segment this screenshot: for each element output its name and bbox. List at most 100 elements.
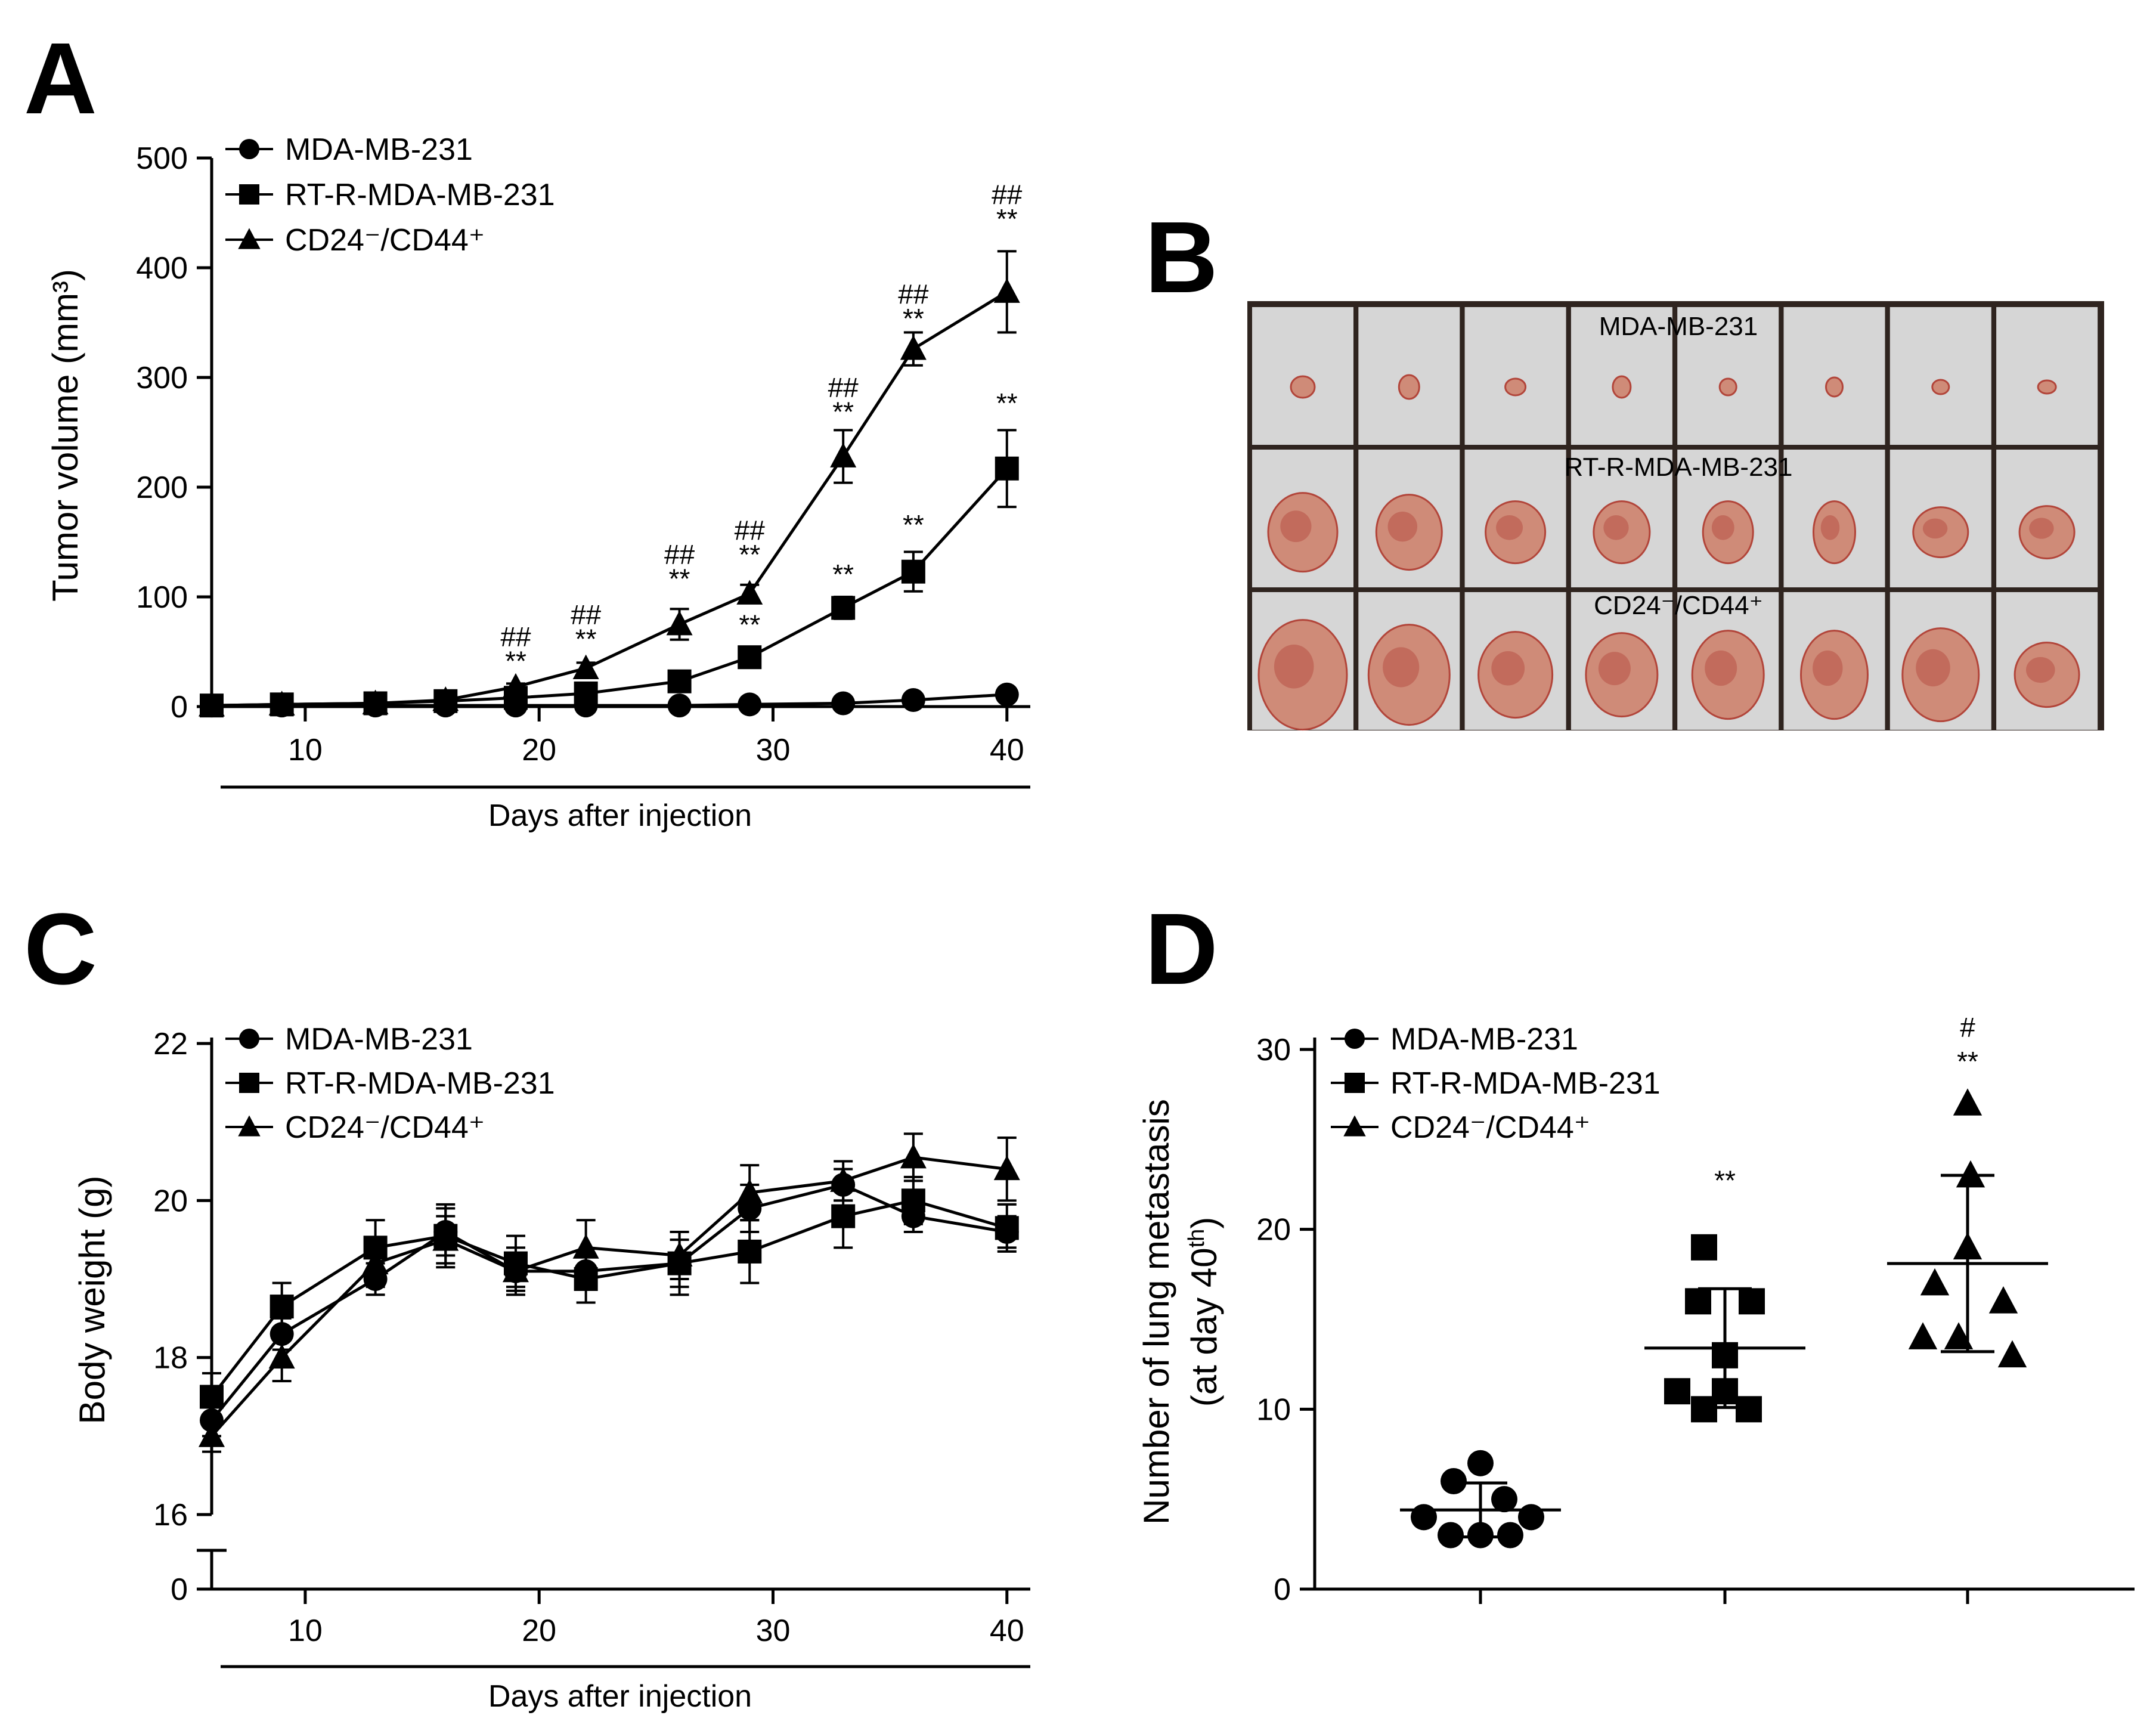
panel-d-y-ticks: 0 10 20 30 (1256, 1033, 1315, 1607)
panel-letter-a: A (24, 22, 97, 135)
panel-c-point-1-8 (831, 1204, 856, 1228)
panel-a-point-0-8 (831, 691, 856, 716)
panel-a-annotation-13: ** (996, 203, 1018, 234)
panel-d-point-1-7 (1736, 1396, 1762, 1423)
panel-a-annotation-7: ** (739, 539, 760, 570)
panel-d-lung-metastasis-chart: 0 10 20 30 Number of lung metastasis (at da… (1136, 1012, 2135, 1607)
panel-d-ytick-label-3: 30 (1256, 1033, 1291, 1067)
panel-a-point-0-9 (901, 688, 925, 712)
tumor-1-0 (1267, 492, 1339, 573)
panel-c-x-axis-title: Days after injection (488, 1679, 752, 1714)
panel-a-significance: ##**##**##**##**##**##**##********** (500, 179, 1022, 676)
photo-cell-0-2 (1464, 307, 1566, 445)
tumor-1-2 (1485, 500, 1547, 565)
panel-d-ytick-label-0: 0 (1274, 1572, 1291, 1607)
panel-a-annotation-12: ## (992, 179, 1023, 210)
panel-a-point-2-9 (900, 335, 927, 360)
panel-d-point-1-0 (1691, 1234, 1717, 1261)
panel-d-point-2-3 (1920, 1268, 1950, 1296)
photo-cell-0-6 (1889, 307, 1991, 445)
panel-a-legend-label-2: CD24⁻/CD44⁺ (285, 223, 485, 258)
panel-a-ytick-label-2: 200 (136, 470, 188, 505)
panel-d-legend-label-0: MDA-MB-231 (1390, 1022, 1578, 1057)
panel-d-ytick-label-1: 10 (1256, 1392, 1291, 1427)
panel-d-legend: MDA-MB-231 RT-R-MDA-MB-231 CD24⁻/CD44⁺ (1331, 1022, 1661, 1145)
panel-c-series (199, 1132, 1020, 1453)
panel-d-ylabel-end: ) (1184, 1217, 1224, 1229)
tumor-shade-2-6 (1916, 649, 1950, 687)
panel-d-point-0-7 (1497, 1522, 1523, 1549)
panel-c-y-axis-title: Body weight (g) (72, 1176, 112, 1425)
tumor-0-5 (1825, 376, 1844, 398)
panel-c-ytick-label-3: 20 (153, 1184, 188, 1218)
panel-c-point-2-7 (736, 1179, 763, 1204)
panel-a-ytick-label-0: 0 (171, 690, 188, 724)
panel-d-legend-marker-0 (1345, 1029, 1365, 1049)
panel-letter-c: C (24, 893, 97, 1006)
panel-letter-b: B (1145, 201, 1218, 314)
panel-d-point-2-6 (1908, 1322, 1938, 1349)
tumor-shade-2-0 (1274, 645, 1314, 689)
panel-d-point-1-2 (1739, 1288, 1765, 1315)
panel-a-annotation-8: ## (828, 372, 859, 403)
panel-d-point-1-6 (1691, 1396, 1717, 1423)
photo-cell-0-7 (1996, 307, 2098, 445)
panel-c-point-2-6 (666, 1241, 693, 1267)
panel-a-tumor-volume-chart: 0 100 200 300 400 500 10 20 30 40 Tumor volume (… (45, 132, 1030, 833)
tumor-shade-2-4 (1705, 650, 1737, 686)
panel-a-annotation-1: ** (505, 645, 526, 676)
panel-c-point-1-0 (200, 1385, 224, 1409)
tumor-1-1 (1375, 494, 1443, 571)
panel-d-point-2-2 (1953, 1232, 1982, 1260)
panel-a-annotation-10: ## (898, 279, 929, 310)
panel-a-xtick-label-1: 20 (522, 733, 556, 767)
panel-a-point-1-9 (901, 559, 925, 584)
panel-a-point-2-2 (362, 689, 389, 714)
panel-c-ytick-label-1: 16 (153, 1498, 188, 1532)
photo-row-label-rtr: RT-R-MDA-MB-231 (1564, 453, 1792, 482)
panel-a-ytick-label-1: 100 (136, 580, 188, 615)
panel-c-xtick-label-1: 20 (522, 1614, 556, 1648)
tumor-2-4 (1691, 630, 1765, 720)
panel-a-annotation-3: ** (575, 623, 597, 654)
panel-d-legend-marker-2 (1343, 1115, 1366, 1137)
panel-a-point-1-8 (831, 596, 856, 620)
panel-a-annotation-6: ## (735, 515, 766, 546)
panel-a-annotation-9: ** (832, 397, 854, 428)
tumor-2-5 (1800, 630, 1869, 720)
tumor-2-0 (1257, 619, 1348, 731)
panel-a-legend-label-1: RT-R-MDA-MB-231 (285, 178, 555, 212)
panel-a-xtick-label-0: 10 (288, 733, 323, 767)
photo-cell-0-4 (1677, 307, 1779, 445)
panel-a-point-2-4 (502, 673, 529, 698)
tumor-shade-2-5 (1813, 650, 1843, 686)
panel-d-points (1400, 1088, 2048, 1549)
panel-c-series-line-2 (210, 1156, 1008, 1437)
tumor-shade-2-1 (1383, 647, 1420, 688)
panel-c-point-1-10 (995, 1216, 1019, 1240)
panel-d-annotation-0: ** (1714, 1165, 1736, 1196)
panel-d-ylabel-main: (at day 40 (1184, 1247, 1224, 1407)
panel-d-point-2-4 (1988, 1286, 2018, 1314)
tumor-2-1 (1367, 624, 1451, 726)
panel-a-xtick-label-2: 30 (756, 733, 791, 767)
panel-a-annotation-15: ** (832, 559, 854, 590)
panel-d-point-0-3 (1411, 1504, 1437, 1531)
panel-c-point-2-4 (502, 1257, 529, 1283)
panel-d-point-0-5 (1438, 1522, 1464, 1549)
tumor-1-7 (2018, 505, 2076, 560)
panel-d-point-0-6 (1467, 1522, 1494, 1549)
tumor-0-7 (2037, 379, 2057, 395)
panel-d-legend-label-1: RT-R-MDA-MB-231 (1390, 1066, 1661, 1101)
panel-letter-d: D (1145, 893, 1218, 1006)
panel-a-point-0-10 (995, 682, 1019, 707)
panel-c-point-1-1 (270, 1295, 294, 1319)
panel-c-body-weight-chart: 0 16 18 20 22 10 20 30 40 Body weight (g) Days… (72, 1022, 1030, 1714)
panel-b-tumor-photo: MDA-MB-231 RT-R-MDA-MB-231 CD24⁻/CD44⁺ (1247, 301, 2104, 731)
panel-a-annotation-14: ** (739, 609, 760, 640)
tumor-shade-2-7 (2026, 657, 2055, 683)
panel-a-annotation-11: ** (903, 303, 924, 334)
panel-c-point-1-7 (738, 1239, 762, 1264)
tumor-shade-2-3 (1598, 652, 1631, 686)
panel-c-xtick-label-3: 40 (990, 1614, 1024, 1648)
